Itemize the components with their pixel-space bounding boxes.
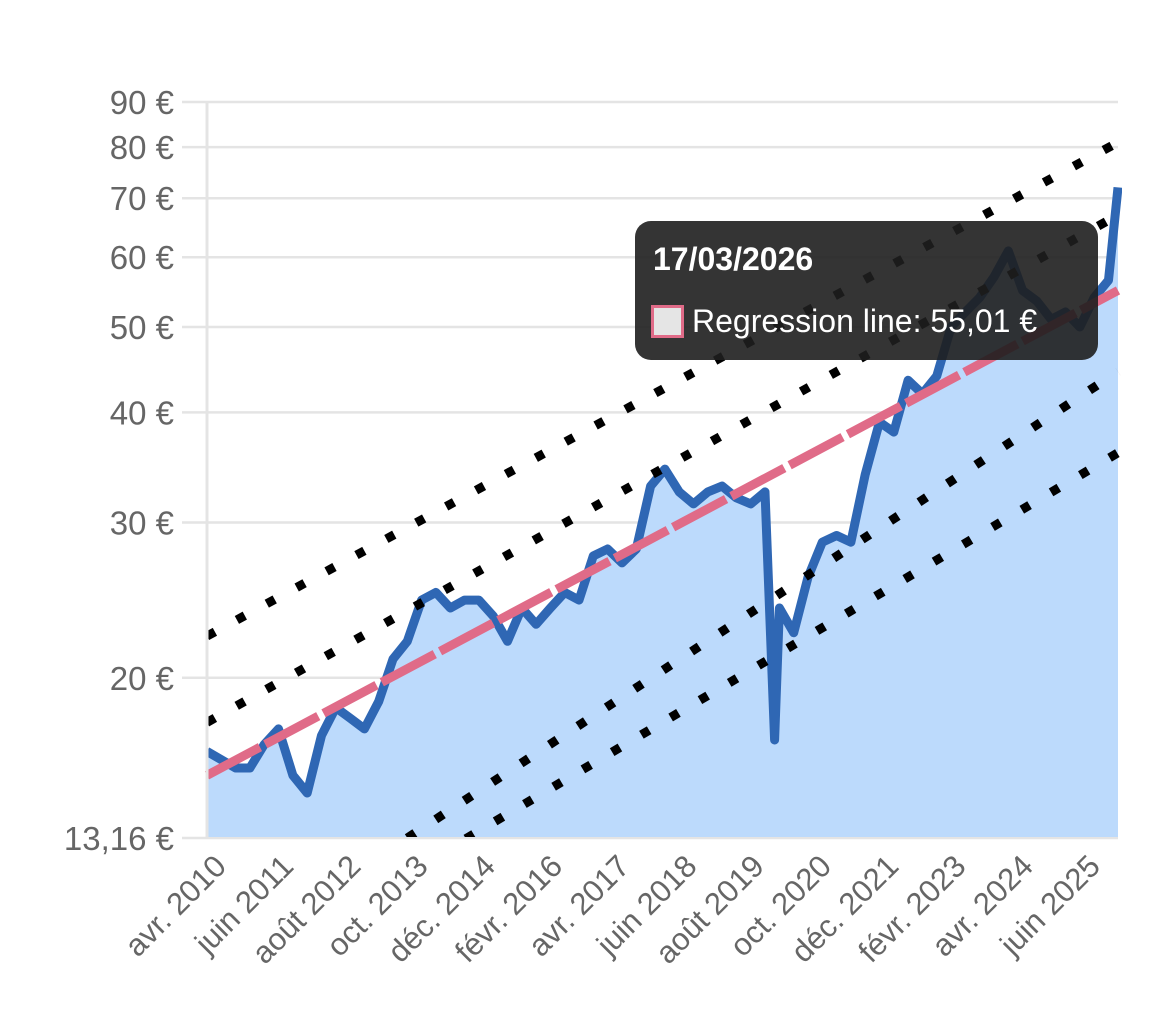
y-tick-label: 30 € bbox=[110, 505, 174, 542]
tooltip-row: Regression line: 55,01 € bbox=[651, 303, 1037, 340]
y-tick-label: 50 € bbox=[110, 309, 174, 346]
channel-layer bbox=[207, 138, 1121, 838]
channel-line bbox=[458, 448, 1121, 838]
y-tick-labels: 90 € 80 € 70 € 60 € 50 € 40 € 30 € 20 € 13,16 € bbox=[64, 84, 174, 857]
tooltip-label: Regression line: 55,01 € bbox=[692, 303, 1038, 339]
tooltip-legend-swatch bbox=[651, 305, 684, 338]
channel-line bbox=[207, 211, 1121, 727]
regression-line bbox=[204, 286, 1121, 780]
y-tick-label: 40 € bbox=[110, 394, 174, 431]
y-tick-label: 60 € bbox=[110, 239, 174, 276]
y-tick-label: 20 € bbox=[110, 660, 174, 697]
y-tick-label: 80 € bbox=[110, 129, 174, 166]
regression-layer bbox=[204, 286, 1121, 780]
y-tick-label: 90 € bbox=[110, 84, 174, 121]
tooltip: 17/03/2026 Regression line: 55,01 € bbox=[635, 221, 1098, 360]
axis-layer bbox=[205, 102, 1118, 839]
channel-line bbox=[207, 138, 1121, 641]
channel-line bbox=[404, 367, 1121, 838]
tooltip-date: 17/03/2026 bbox=[653, 241, 814, 277]
y-tick-label: 13,16 € bbox=[64, 820, 174, 857]
y-tick-label: 70 € bbox=[110, 180, 174, 217]
price-area bbox=[207, 187, 1118, 838]
